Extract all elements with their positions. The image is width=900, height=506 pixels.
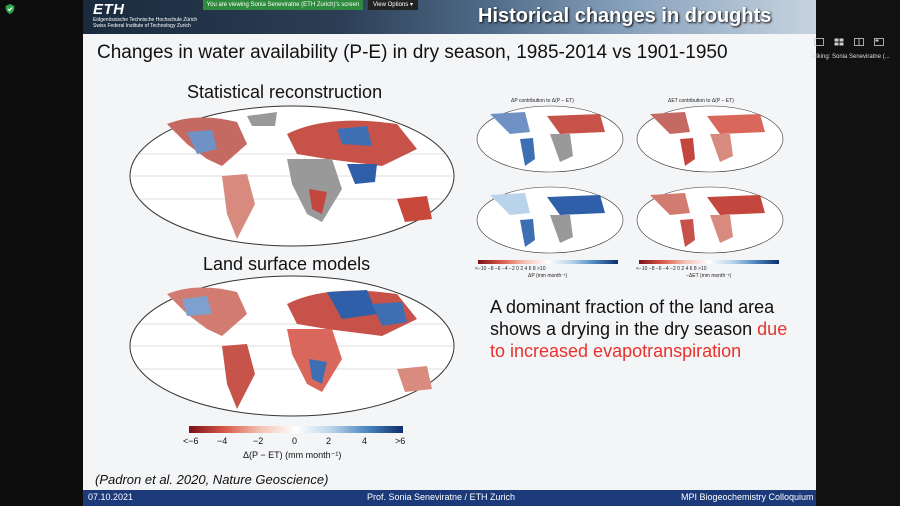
statistical-reconstruction-map bbox=[129, 105, 455, 247]
left-panel bbox=[0, 0, 83, 506]
small-colorbar-label-left: ΔP (mm month⁻¹) bbox=[528, 273, 568, 279]
colorbar-tick: 0 bbox=[292, 436, 298, 446]
layout-icon[interactable] bbox=[874, 38, 884, 46]
slide-subtitle: Changes in water availability (P-E) in d… bbox=[97, 42, 728, 63]
colorbar-tick: <−6 bbox=[183, 436, 199, 446]
grid-view-icon[interactable] bbox=[854, 38, 864, 46]
chevron-down-icon: ▾ bbox=[409, 2, 413, 8]
colorbar-tick: 2 bbox=[326, 436, 332, 446]
land-surface-models-map bbox=[129, 275, 455, 417]
speaker-view-icon[interactable] bbox=[814, 38, 824, 46]
footer-author: Prof. Sonia Seneviratne / ETH Zurich bbox=[367, 492, 516, 502]
small-map-et-1 bbox=[636, 105, 784, 173]
institution-line-2: Swiss Federal Institute of Technology Zu… bbox=[93, 23, 191, 29]
citation: (Padron et al. 2020, Nature Geoscience) bbox=[95, 472, 329, 487]
land-surface-models-label: Land surface models bbox=[203, 254, 371, 274]
small-map-title-right: ΔET contribution to Δ(P − ET) bbox=[668, 98, 734, 104]
small-colorbar-ticks-left: <−10 −8 −6 −4 −2 0 2 4 6 8 >10 bbox=[475, 266, 546, 272]
colorbar-tick: −2 bbox=[253, 436, 264, 446]
small-colorbar-ticks-right: <−10 −8 −6 −4 −2 0 2 4 6 8 >10 bbox=[636, 266, 707, 272]
small-colorbar-label-right: −ΔET (mm month⁻¹) bbox=[686, 273, 732, 279]
key-statement: A dominant fraction of the land area sho… bbox=[490, 296, 800, 362]
colorbar-label: Δ(P − ET) (mm month⁻¹) bbox=[243, 450, 342, 460]
shield-icon bbox=[5, 4, 15, 14]
view-options-button[interactable]: View Options ▾ bbox=[368, 0, 418, 10]
statement-highlight: due to increased evapotranspiration bbox=[490, 319, 788, 361]
colorbar bbox=[189, 426, 403, 433]
footer-event: MPI Biogeochemistry Colloquium bbox=[681, 492, 814, 502]
small-colorbar-left bbox=[478, 260, 618, 264]
colorbar-tick: −4 bbox=[217, 436, 228, 446]
slide-title: Historical changes in droughts bbox=[478, 5, 772, 27]
colorbar-tick: >6 bbox=[395, 436, 406, 446]
statistical-reconstruction-label: Statistical reconstruction bbox=[187, 82, 383, 102]
colorbar-tick: 4 bbox=[362, 436, 368, 446]
gallery-view-icon[interactable] bbox=[834, 38, 844, 46]
eth-logo: ETH bbox=[93, 1, 125, 18]
right-panel bbox=[816, 0, 900, 506]
slide-header-banner: ETH Eidgenössische Technische Hochschule… bbox=[83, 0, 816, 34]
institution-line-1: Eidgenössische Technische Hochschule Zür… bbox=[93, 17, 198, 23]
small-map-title-left: ΔP contribution to Δ(P − ET) bbox=[511, 98, 574, 104]
small-map-p-1 bbox=[476, 105, 624, 173]
small-map-p-2 bbox=[476, 186, 624, 254]
shared-screen-slide: ETH Eidgenössische Technische Hochschule… bbox=[83, 0, 816, 506]
view-options-label: View Options bbox=[373, 2, 409, 8]
small-map-et-2 bbox=[636, 186, 784, 254]
slide-footer: 07.10.2021 Prof. Sonia Seneviratne / ETH… bbox=[83, 490, 816, 506]
viewing-screen-banner: You are viewing Sonia Seneviratne (ETH Z… bbox=[203, 0, 363, 10]
talking-indicator: Talking: Sonia Seneviratne (... bbox=[810, 54, 890, 60]
statement-text: A dominant fraction of the land area sho… bbox=[490, 297, 775, 339]
small-colorbar-right bbox=[639, 260, 779, 264]
footer-date: 07.10.2021 bbox=[88, 492, 134, 502]
